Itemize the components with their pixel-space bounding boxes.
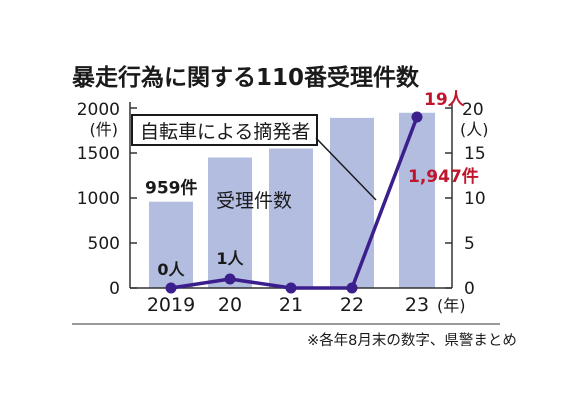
line-point-23 [411, 111, 423, 123]
x-axis-tick-label: 20 [218, 294, 242, 316]
x-axis-tick-label: 2019 [147, 294, 195, 316]
bar-series-label: 受理件数 [216, 190, 292, 212]
data-labels: 959件 1,947件 0人 1人 19人 [145, 90, 479, 279]
right-axis-tick-label: 15 [464, 144, 486, 164]
left-axis-tick-label: 500 [88, 234, 120, 254]
bar-2019 [149, 201, 193, 288]
left-axis-tick-label: 1000 [77, 189, 120, 209]
line-value-label-highlight: 19人 [424, 90, 466, 110]
x-axis-tick-label: 21 [279, 294, 303, 316]
right-axis-tick-label: 5 [464, 234, 475, 254]
bar-value-label: 959件 [145, 178, 198, 199]
bar-21 [269, 148, 313, 288]
bar-series [149, 112, 435, 289]
left-axis-tick-label: 0 [109, 279, 120, 299]
left-axis-max-label: 2000 [77, 100, 120, 120]
line-series [165, 111, 423, 294]
right-axis-tick-label: 0 [464, 279, 475, 299]
x-axis-tick-label: 23 [405, 294, 429, 316]
x-axis-tick-label: 22 [340, 294, 364, 316]
chart-title: 暴走行為に関する110番受理件数 [72, 64, 420, 91]
line-point-2019 [165, 282, 177, 294]
right-axis-unit: (人) [460, 120, 489, 139]
bar-23 [399, 112, 435, 289]
bar-22 [330, 117, 374, 289]
bar-20 [208, 157, 252, 288]
line-point-20 [224, 273, 236, 285]
line-point-21 [285, 282, 297, 294]
left-axis-tick-label: 1500 [77, 144, 120, 164]
line-value-label: 1人 [216, 249, 244, 268]
line-series-label: 自転車による摘発者 [140, 121, 310, 143]
line-value-label: 0人 [157, 260, 185, 279]
line-series-callout-leader [315, 137, 377, 201]
source-note: ※各年8月末の数字、県警まとめ [307, 332, 517, 349]
right-axis-max-label: 20 [462, 100, 484, 120]
left-axis-unit: (件) [90, 120, 119, 139]
line-point-22 [346, 282, 358, 294]
line-series-callout-box [131, 114, 318, 146]
bar-value-label-highlight: 1,947件 [408, 166, 479, 187]
x-axis-unit: (年) [437, 296, 466, 315]
right-axis-tick-label: 10 [464, 189, 486, 209]
